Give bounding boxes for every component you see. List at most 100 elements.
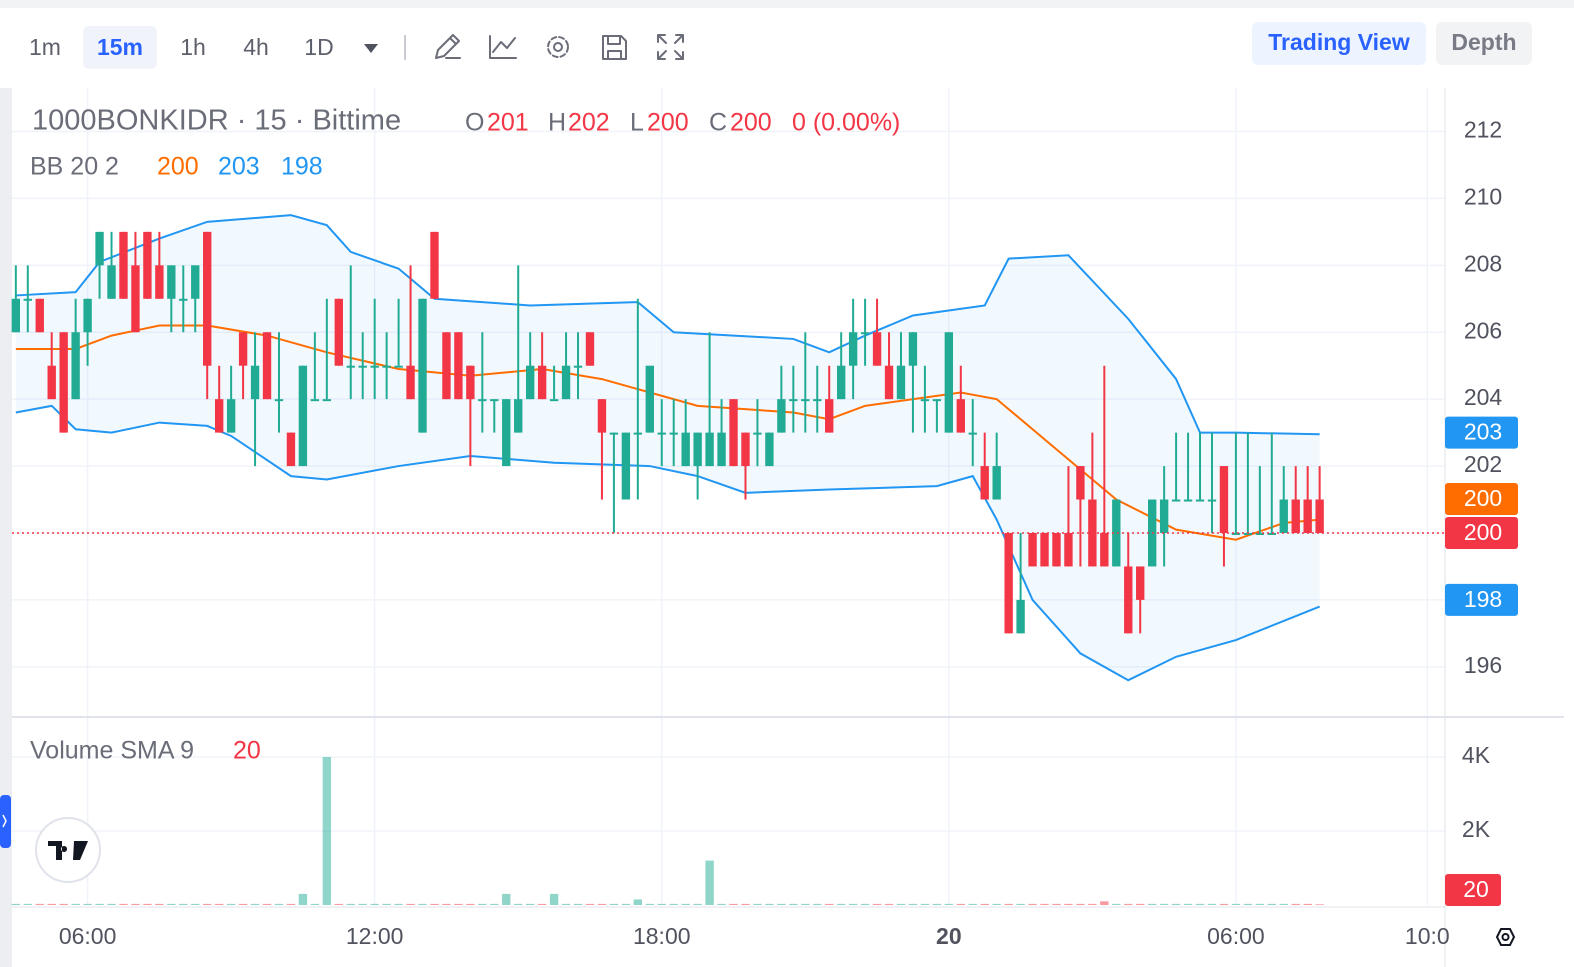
volume-bar xyxy=(705,860,714,905)
bb-line xyxy=(15,324,1320,541)
volume-bar xyxy=(1315,904,1324,905)
volume-bar xyxy=(322,756,332,905)
indicator-icon[interactable] xyxy=(489,35,517,59)
symbol-title: 1000BONKIDR · 15 · Bittime xyxy=(32,105,401,137)
volume-bar xyxy=(214,903,224,905)
volume-bar xyxy=(825,903,834,905)
ohlc-value: 202 xyxy=(568,109,610,137)
volume-bar xyxy=(1159,903,1169,905)
candle-body xyxy=(59,332,68,433)
volume-label-box xyxy=(1445,874,1501,906)
ohlc-key: O xyxy=(465,109,484,137)
interval-button[interactable]: 1m xyxy=(29,34,61,60)
volume-bar xyxy=(131,903,140,905)
candle-body xyxy=(131,265,140,333)
candle-body xyxy=(1112,499,1121,567)
candle-body xyxy=(836,365,846,400)
volume-bar xyxy=(370,903,379,905)
candle-body xyxy=(11,298,21,333)
candle-body xyxy=(968,432,977,435)
volume-bar xyxy=(1040,903,1049,905)
y-tick-label: 208 xyxy=(1464,250,1502,276)
y-tick-label: 212 xyxy=(1464,117,1502,143)
volume-bar xyxy=(549,893,559,905)
volume-bar xyxy=(777,903,786,905)
candle-body xyxy=(1016,599,1025,634)
volume-bar xyxy=(1291,903,1300,905)
candle-body xyxy=(1207,499,1217,502)
candle-body xyxy=(23,298,32,301)
candle-body xyxy=(753,432,762,435)
candle-body xyxy=(944,332,954,433)
volume-bar xyxy=(310,903,320,905)
candle-body xyxy=(1243,532,1253,535)
volume-bar xyxy=(992,903,1001,905)
volume-bar xyxy=(250,903,260,905)
view-button[interactable]: Depth xyxy=(1451,29,1516,55)
candle-body xyxy=(1219,466,1229,533)
interval-dropdown[interactable] xyxy=(364,44,378,53)
candle-body xyxy=(1231,532,1241,535)
fullscreen-icon[interactable] xyxy=(657,34,684,60)
candle-body xyxy=(896,365,906,400)
ohlc-key: C xyxy=(709,109,727,137)
candle-body xyxy=(1291,499,1300,533)
settings-icon[interactable] xyxy=(547,36,569,58)
candle-body xyxy=(466,365,475,400)
candle-body xyxy=(155,265,164,299)
view-button[interactable]: Trading View xyxy=(1268,29,1410,55)
volume-bar xyxy=(753,903,762,905)
candle-body xyxy=(274,399,284,402)
volume-bar xyxy=(346,903,355,905)
interval-button[interactable]: 15m xyxy=(97,34,143,60)
candle-body xyxy=(143,231,152,299)
candle-body xyxy=(179,298,188,301)
candle-body xyxy=(1315,499,1324,533)
volume-bar xyxy=(11,903,21,905)
draw-tool-icon[interactable] xyxy=(435,34,461,59)
axis-settings-icon[interactable] xyxy=(1495,928,1516,946)
interval-button[interactable]: 4h xyxy=(243,34,269,60)
candle-body xyxy=(454,332,463,400)
candle-body xyxy=(777,399,786,433)
candle-body xyxy=(490,399,499,402)
volume-bar xyxy=(167,903,176,905)
volume-bar xyxy=(657,903,666,905)
volume-bar xyxy=(334,903,343,905)
volume-bar xyxy=(143,903,152,905)
volume-label: Volume SMA 9 xyxy=(30,737,194,765)
save-icon[interactable] xyxy=(602,35,627,60)
volume-bar xyxy=(585,903,595,905)
interval-button[interactable]: 1D xyxy=(304,34,333,60)
candle-body xyxy=(286,432,296,467)
view-button-bg[interactable] xyxy=(1252,22,1426,65)
price-label: 200 xyxy=(1464,519,1502,545)
candle-body xyxy=(478,399,487,402)
volume-bar xyxy=(418,903,427,905)
volume-bar xyxy=(286,903,296,905)
ohlc-key: L xyxy=(630,109,644,137)
volume-bar xyxy=(1207,903,1217,905)
price-label: 200 xyxy=(1464,485,1502,511)
candle-body xyxy=(1159,499,1169,533)
candle-body xyxy=(920,399,930,402)
interval-button[interactable]: 1h xyxy=(180,34,206,60)
candle-body xyxy=(860,332,870,335)
x-tick-label: 18:00 xyxy=(633,923,691,949)
candle-body xyxy=(310,399,320,402)
volume-bar xyxy=(502,893,511,905)
candle-body xyxy=(370,365,379,368)
bb-legend-value: 198 xyxy=(281,153,323,181)
candle-body xyxy=(442,332,451,400)
volume-bar xyxy=(406,903,415,905)
candle-body xyxy=(1052,532,1061,567)
volume-bar xyxy=(525,903,535,905)
volume-tick-label: 2K xyxy=(1462,816,1491,842)
volume-bar xyxy=(382,903,391,905)
view-button-bg[interactable] xyxy=(1436,22,1532,65)
volume-bar xyxy=(1064,903,1073,905)
price-label: 203 xyxy=(1464,419,1502,445)
volume-bar xyxy=(1255,903,1265,905)
candle-body xyxy=(621,432,631,500)
